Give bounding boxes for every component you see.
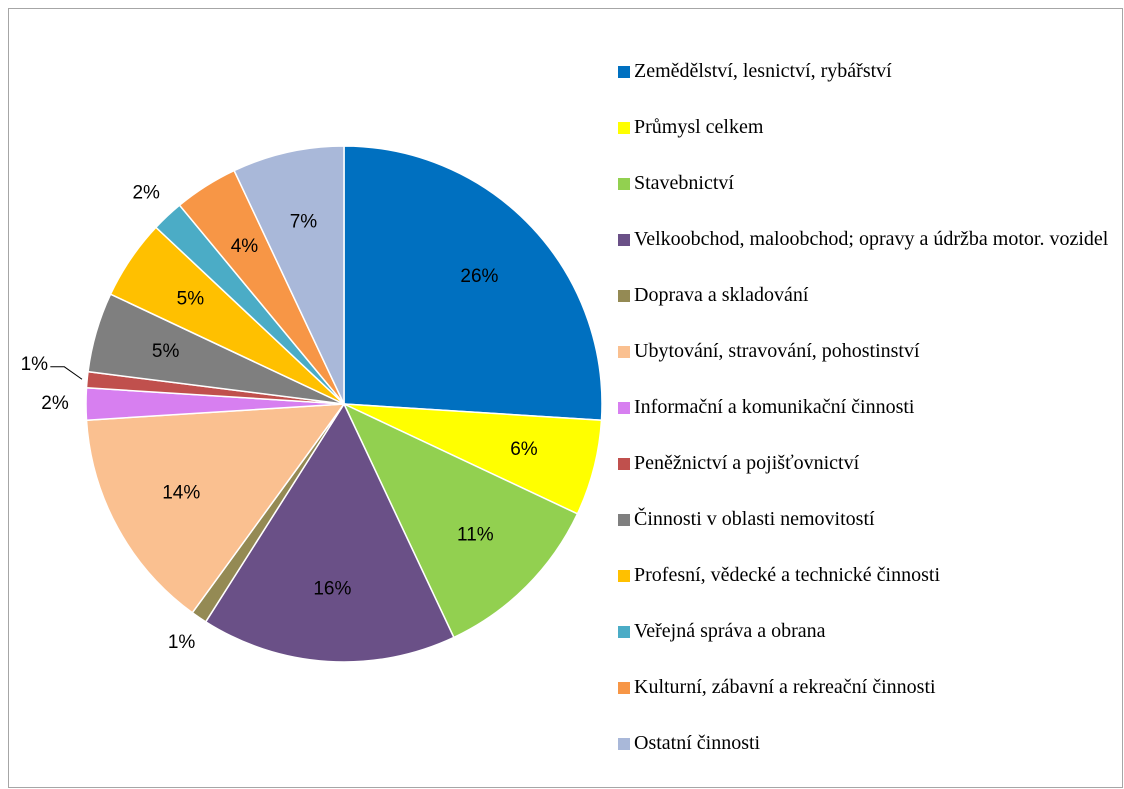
legend-label: Velkoobchod, maloobchod; opravy a údržba… [634, 228, 1109, 250]
legend-swatch [618, 122, 630, 134]
legend-swatch [618, 514, 630, 526]
data-label: 6% [510, 439, 538, 460]
legend-swatch [618, 458, 630, 470]
legend-swatch [618, 682, 630, 694]
legend-item: Kulturní, zábavní a rekreační činnosti [618, 676, 1118, 699]
data-label: 2% [41, 393, 69, 414]
legend-item: Doprava a skladování [618, 284, 1118, 307]
legend-label: Činnosti v oblasti nemovitostí [634, 508, 875, 530]
legend-swatch [618, 178, 630, 190]
data-label: 1% [168, 632, 196, 653]
legend-swatch [618, 570, 630, 582]
legend-item: Veřejná správa a obrana [618, 620, 1118, 643]
pie-slice [342, 402, 579, 639]
legend-item: Zemědělství, lesnictví, rybářství [618, 60, 1118, 83]
legend-label: Zemědělství, lesnictví, rybářství [634, 60, 892, 82]
pie-slice [204, 402, 455, 663]
data-label: 5% [152, 341, 180, 362]
legend-swatch [618, 346, 630, 358]
legend-label: Doprava a skladování [634, 284, 809, 306]
legend-swatch [618, 402, 630, 414]
legend-swatch [618, 234, 630, 246]
legend-swatch [618, 626, 630, 638]
data-label: 14% [162, 483, 200, 504]
legend-label: Ubytování, stravování, pohostinství [634, 340, 920, 362]
data-label: 2% [132, 182, 160, 203]
data-label: 26% [460, 266, 498, 287]
legend-swatch [618, 738, 630, 750]
legend-item: Stavebnictví [618, 172, 1118, 195]
data-label: 16% [313, 578, 351, 599]
legend-item: Profesní, vědecké a technické činnosti [618, 564, 1118, 587]
legend-item: Průmysl celkem [618, 116, 1118, 139]
legend-item: Informační a komunikační činnosti [618, 396, 1118, 419]
legend-item: Peněžnictví a pojišťovnictví [618, 452, 1118, 475]
legend-label: Průmysl celkem [634, 116, 764, 138]
legend-label: Profesní, vědecké a technické činnosti [634, 564, 940, 586]
data-label: 5% [177, 289, 205, 310]
pie-slice [343, 145, 603, 421]
legend-label: Informační a komunikační činnosti [634, 396, 915, 418]
legend-label: Peněžnictví a pojišťovnictví [634, 452, 860, 474]
legend-swatch [618, 66, 630, 78]
legend-label: Kulturní, zábavní a rekreační činnosti [634, 676, 936, 698]
data-label: 4% [231, 236, 259, 257]
legend-item: Velkoobchod, maloobchod; opravy a údržba… [618, 228, 1118, 251]
legend-label: Veřejná správa a obrana [634, 620, 826, 642]
legend-label: Stavebnictví [634, 172, 734, 194]
leader-line [50, 366, 83, 380]
frame [8, 8, 1123, 788]
data-label: 7% [290, 212, 318, 233]
legend-swatch [618, 290, 630, 302]
legend-item: Ostatní činnosti [618, 732, 1118, 755]
legend-item: Ubytování, stravování, pohostinství [618, 340, 1118, 363]
pie-slice [233, 145, 345, 405]
legend-label: Ostatní činnosti [634, 732, 761, 754]
legend-item: Činnosti v oblasti nemovitostí [618, 508, 1118, 531]
data-label: 11% [457, 524, 494, 545]
pie-slice [85, 403, 346, 614]
data-label: 1% [21, 354, 49, 375]
